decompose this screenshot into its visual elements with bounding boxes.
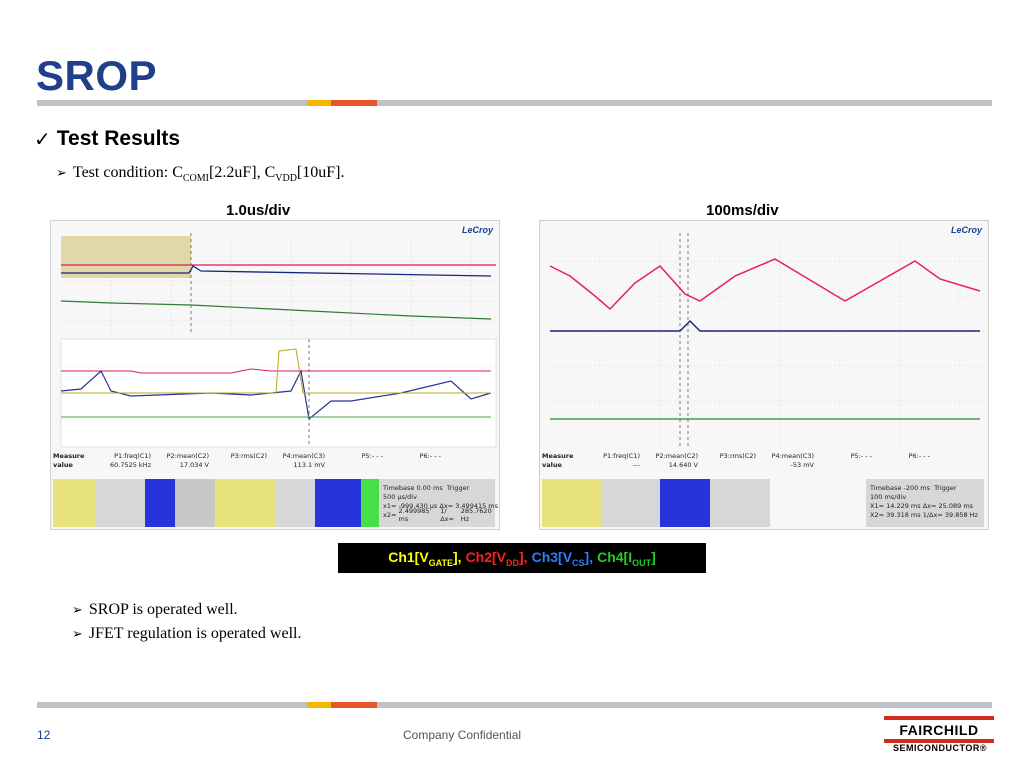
legend-ch4: Ch4[IOUT]	[597, 548, 656, 568]
test-condition-text: Test condition: CCOMI[2.2uF], CVDD[10uF]…	[72, 164, 345, 185]
scope-right-traces	[549, 233, 985, 447]
scope-right: LeCroy Measure P1:freq(C1) P2:mean(C2) P…	[539, 220, 989, 530]
scope-left: LeCroy Measure P	[50, 220, 500, 530]
lecroy-logo: LeCroy	[461, 225, 493, 235]
arrow-bullet-icon: ➢	[56, 166, 67, 181]
test-condition: ➢ Test condition: CCOMI[2.2uF], CVDD[10u…	[56, 164, 344, 184]
legend-ch1: Ch1[VGATE],	[388, 548, 462, 568]
result-bullet: ➢ SROP is operated well.	[72, 601, 238, 619]
slide-title: SROP	[36, 52, 158, 99]
scope-left-label: 1.0us/div	[226, 202, 291, 219]
legend-ch2: Ch2[VDD],	[465, 548, 528, 568]
scope-left-timebase: Timebase 0.00 ms Trigger 500 µs/div x1= …	[383, 483, 499, 523]
scope-right-measure: Measure P1:freq(C1) P2:mean(C2) P3:rms(C…	[542, 451, 930, 469]
title-rule	[37, 100, 992, 106]
fairchild-logo: FAIRCHILD SEMICONDUCTOR®	[884, 716, 996, 756]
footer-text: Company Confidential	[403, 728, 522, 742]
scope-right-label: 100ms/div	[706, 202, 779, 219]
logo-name: FAIRCHILD	[899, 722, 979, 738]
scope-left-measure: Measure P1:freq(C1) P2:mean(C2) P3:rms(C…	[53, 451, 441, 469]
logo-sub: SEMICONDUCTOR®	[893, 743, 987, 753]
section-heading: ✓ Test Results	[34, 127, 180, 151]
scope-left-traces	[60, 233, 497, 448]
scope-right-channel-panel	[542, 479, 984, 527]
result-bullet-text: JFET regulation is operated well.	[88, 625, 302, 642]
legend-ch3: Ch3[VCS],	[531, 548, 594, 568]
result-bullet-text: SROP is operated well.	[88, 601, 238, 618]
checkmark-icon: ✓	[34, 127, 51, 151]
scope-right-timebase: Timebase -200 ms Trigger 100 ms/div X1= …	[870, 483, 978, 519]
arrow-bullet-icon: ➢	[72, 603, 83, 618]
scope-left-channel-panel	[53, 479, 495, 527]
page-number: 12	[37, 728, 51, 742]
ch1-burst	[61, 236, 191, 278]
channel-legend: Ch1[VGATE], Ch2[VDD], Ch3[VCS], Ch4[IOUT…	[338, 543, 706, 573]
arrow-bullet-icon: ➢	[72, 627, 83, 642]
result-bullet: ➢ JFET regulation is operated well.	[72, 625, 301, 643]
lecroy-logo: LeCroy	[950, 225, 982, 235]
footer-rule	[37, 702, 992, 708]
heading-text: Test Results	[56, 127, 181, 150]
